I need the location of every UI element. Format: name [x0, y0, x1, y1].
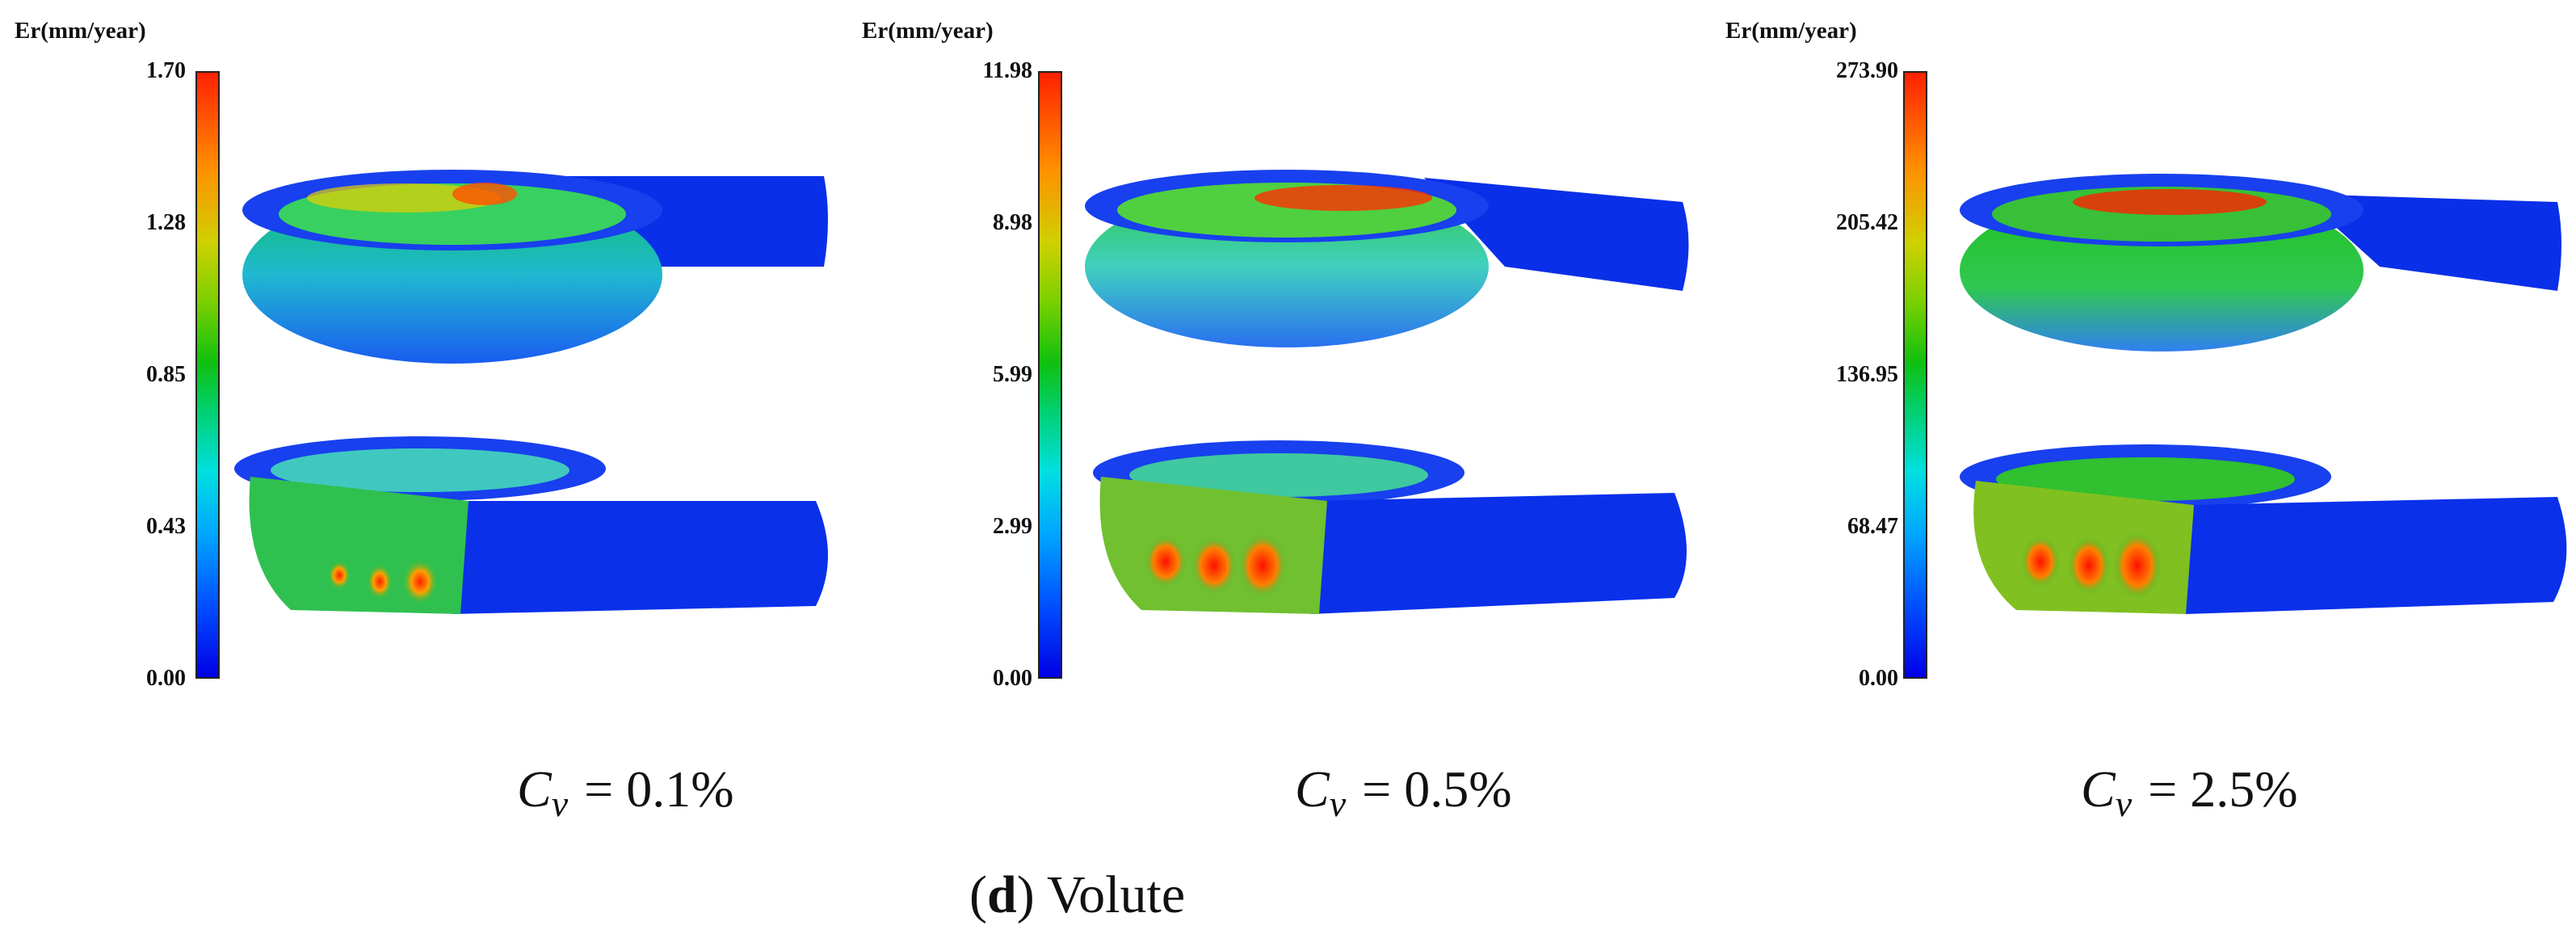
colorbar-tick-labels: 273.90 205.42 136.95 68.47 0.00	[1717, 58, 1898, 691]
cv-label: Cv = 0.5%	[1295, 760, 1512, 824]
colorbar-tick-labels: 1.70 1.28 0.85 0.43 0.00	[0, 58, 186, 691]
tick-25: 0.43	[146, 514, 186, 539]
outlet-pipe-bottom	[452, 501, 828, 614]
tick-25: 2.99	[993, 514, 1032, 539]
tick-50: 136.95	[1836, 362, 1898, 387]
tick-max: 273.90	[1836, 58, 1898, 83]
tick-min: 0.00	[1859, 666, 1898, 691]
colorbar	[195, 71, 220, 679]
tick-75: 205.42	[1836, 210, 1898, 235]
volute-erosion-render	[234, 170, 828, 614]
colorbar-unit-label: Er(mm/year)	[15, 18, 146, 44]
volute-erosion-render	[1085, 170, 1689, 614]
tick-75: 8.98	[993, 210, 1032, 235]
tick-max: 1.70	[146, 58, 186, 83]
tick-min: 0.00	[146, 666, 186, 691]
caption-letter: d	[986, 865, 1017, 924]
colorbar-unit-label: Er(mm/year)	[862, 18, 994, 44]
cv-label: Cv = 2.5%	[2081, 760, 2298, 824]
outlet-pipe-bottom	[1311, 493, 1687, 614]
colorbar	[1038, 71, 1062, 679]
colorbar-unit-label: Er(mm/year)	[1725, 18, 1857, 44]
outlet-pipe-bottom	[2186, 497, 2567, 614]
tick-50: 0.85	[146, 362, 186, 387]
colorbar-tick-labels: 11.98 8.98 5.99 2.99 0.00	[859, 58, 1032, 691]
figure-caption: (d) Volute	[969, 865, 1186, 924]
panel-cv-2.5: Er(mm/year) 273.90 205.42 136.95 68.47 0…	[1717, 0, 2576, 832]
panel-cv-0.1: Er(mm/year) 1.70 1.28 0.85 0.43 0.00	[0, 0, 859, 832]
tick-min: 0.00	[993, 666, 1032, 691]
caption-text: Volute	[1047, 865, 1186, 924]
outlet-pipe-top	[1424, 178, 1689, 291]
tick-75: 1.28	[146, 210, 186, 235]
cv-label: Cv = 0.1%	[517, 760, 734, 824]
tick-50: 5.99	[993, 362, 1032, 387]
colorbar	[1903, 71, 1927, 679]
tick-25: 68.47	[1847, 514, 1898, 539]
tick-max: 11.98	[982, 58, 1032, 83]
outlet-pipe-top	[2299, 194, 2561, 291]
volute-erosion-render	[1960, 174, 2567, 614]
panel-cv-0.5: Er(mm/year) 11.98 8.98 5.99 2.99 0.00 Cv	[859, 0, 1717, 832]
